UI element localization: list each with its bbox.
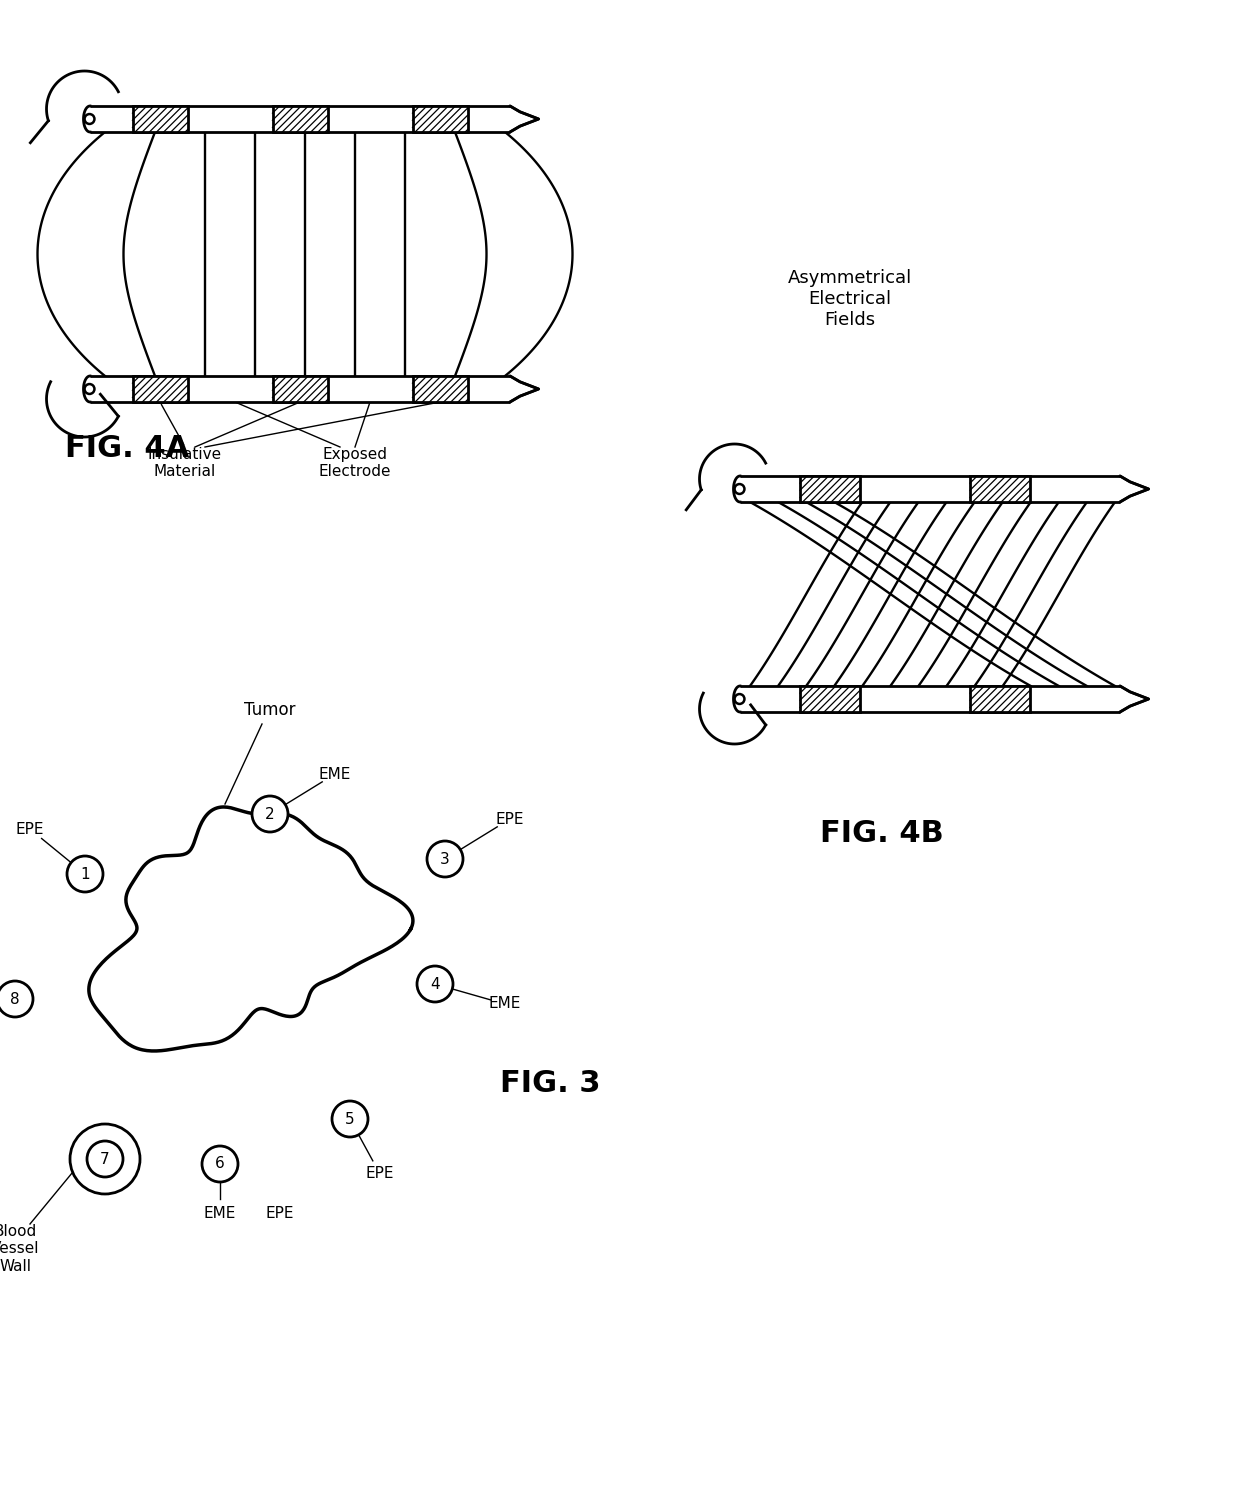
Bar [133, 376, 187, 402]
Text: Asymmetrical
Electrical
Fields: Asymmetrical Electrical Fields [787, 270, 913, 328]
Circle shape [67, 856, 103, 892]
Circle shape [87, 1141, 123, 1177]
Circle shape [734, 484, 744, 495]
Polygon shape [1120, 477, 1148, 502]
Circle shape [0, 980, 33, 1016]
Circle shape [69, 1124, 140, 1195]
Bar [740, 687, 1120, 712]
Text: EME: EME [203, 1207, 236, 1222]
Text: Exposed
Electrode: Exposed Electrode [319, 447, 392, 480]
Text: EPE: EPE [366, 1166, 394, 1181]
Bar [970, 687, 1030, 712]
Text: 2: 2 [265, 806, 275, 821]
Bar [413, 376, 467, 402]
Text: EME: EME [489, 997, 521, 1012]
Polygon shape [510, 106, 538, 132]
Text: EPE: EPE [16, 821, 45, 836]
Circle shape [417, 965, 453, 1001]
Text: 4: 4 [430, 976, 440, 991]
Text: 6: 6 [215, 1157, 224, 1172]
Circle shape [252, 796, 288, 832]
Text: 3: 3 [440, 851, 450, 866]
Bar [133, 106, 187, 132]
Text: 8: 8 [10, 991, 20, 1006]
Circle shape [332, 1100, 368, 1138]
Bar [970, 477, 1030, 502]
Circle shape [202, 1147, 238, 1183]
Text: FIG. 3: FIG. 3 [500, 1069, 600, 1097]
Bar [800, 477, 861, 502]
Bar [740, 477, 1120, 502]
Circle shape [427, 841, 463, 877]
Text: FIG. 4B: FIG. 4B [820, 818, 944, 848]
Text: 1: 1 [81, 866, 89, 881]
Bar [273, 106, 327, 132]
Circle shape [734, 694, 744, 705]
Circle shape [84, 114, 94, 124]
Bar [91, 106, 510, 132]
Bar [800, 687, 861, 712]
Text: EPE: EPE [496, 811, 525, 826]
Text: Tumor: Tumor [244, 702, 296, 720]
Bar [91, 376, 510, 402]
Text: Insulative
Material: Insulative Material [148, 447, 222, 480]
Text: 7: 7 [100, 1151, 110, 1166]
Bar [273, 376, 327, 402]
Text: EME: EME [319, 766, 351, 781]
Text: 5: 5 [345, 1111, 355, 1127]
Bar [413, 106, 467, 132]
Text: EPE: EPE [265, 1207, 294, 1222]
Polygon shape [1120, 687, 1148, 712]
Polygon shape [510, 376, 538, 402]
Text: Blood
Vessel
Wall: Blood Vessel Wall [0, 1225, 40, 1274]
Text: FIG. 4A: FIG. 4A [64, 435, 190, 463]
Circle shape [84, 384, 94, 394]
